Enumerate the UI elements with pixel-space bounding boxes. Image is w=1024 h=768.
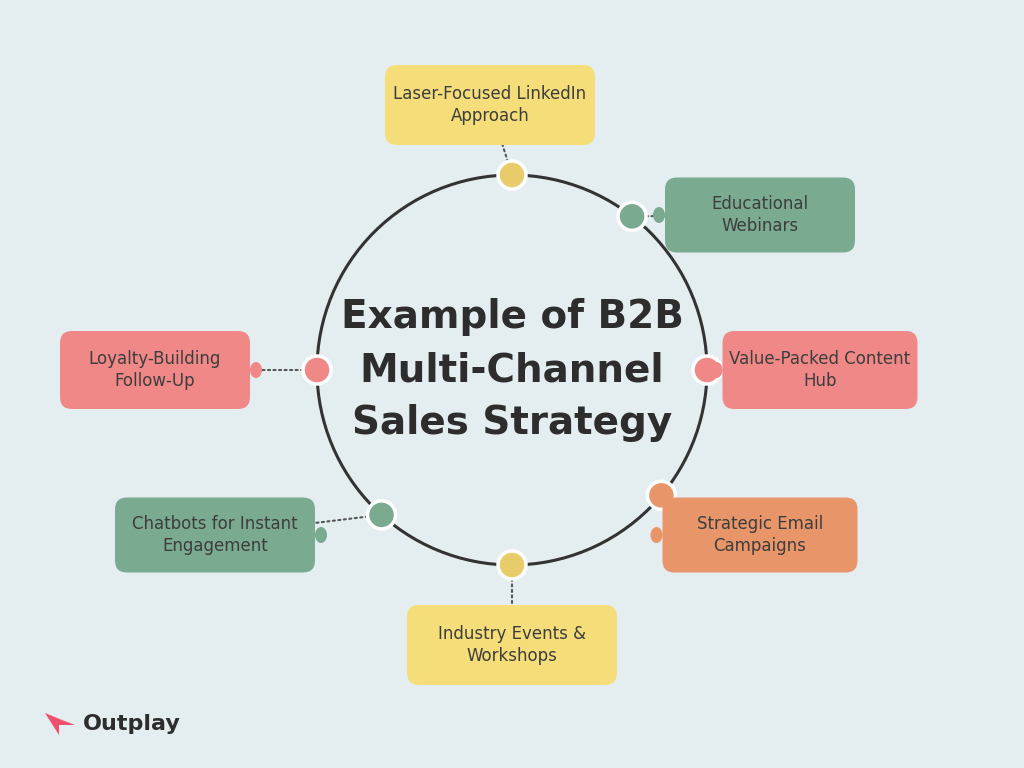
FancyBboxPatch shape [723,331,918,409]
Ellipse shape [315,527,327,543]
Text: Educational
Webinars: Educational Webinars [712,194,809,236]
FancyBboxPatch shape [407,605,617,685]
Text: Chatbots for Instant
Engagement: Chatbots for Instant Engagement [132,515,298,555]
FancyBboxPatch shape [385,65,595,145]
FancyBboxPatch shape [60,331,250,409]
FancyBboxPatch shape [665,177,855,253]
Circle shape [498,551,526,579]
Circle shape [618,202,646,230]
Circle shape [647,482,676,509]
Text: Value-Packed Content
Hub: Value-Packed Content Hub [729,349,910,390]
Ellipse shape [711,362,723,378]
Ellipse shape [250,362,262,378]
Text: Loyalty-Building
Follow-Up: Loyalty-Building Follow-Up [89,349,221,390]
Polygon shape [45,713,75,735]
Text: Laser-Focused LinkedIn
Approach: Laser-Focused LinkedIn Approach [393,84,587,125]
Circle shape [303,356,331,384]
Circle shape [693,356,721,384]
FancyBboxPatch shape [115,498,315,572]
Ellipse shape [650,527,663,543]
Ellipse shape [653,207,665,223]
Text: Strategic Email
Campaigns: Strategic Email Campaigns [697,515,823,555]
Text: Outplay: Outplay [83,714,181,734]
Text: Industry Events &
Workshops: Industry Events & Workshops [438,624,586,665]
Polygon shape [45,713,75,725]
Circle shape [498,161,526,189]
FancyBboxPatch shape [663,498,857,572]
Circle shape [368,501,395,529]
Text: Example of B2B
Multi-Channel
Sales Strategy: Example of B2B Multi-Channel Sales Strat… [341,298,683,442]
